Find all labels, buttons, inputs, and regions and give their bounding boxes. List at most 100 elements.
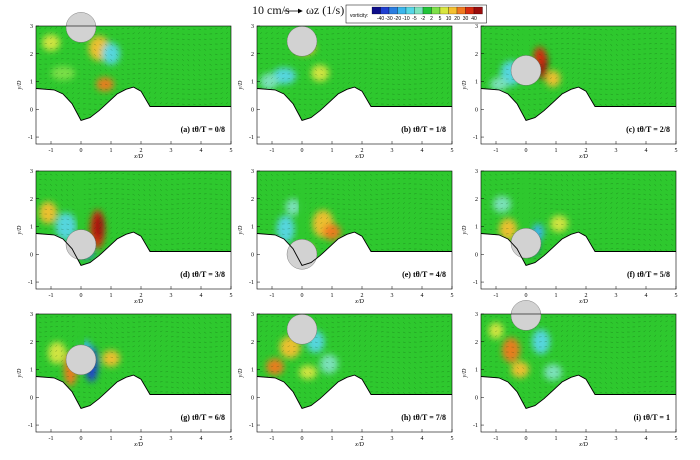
legend-level-label: 40	[471, 16, 477, 22]
legend-frame	[345, 4, 487, 24]
y-tick-label: 0	[475, 107, 478, 113]
x-tick-label: 4	[200, 148, 203, 154]
y-axis-label: y/D	[238, 368, 244, 378]
vortex-patch	[260, 73, 278, 90]
bed-profile	[256, 86, 452, 121]
x-axis-label: x/D	[133, 442, 143, 448]
y-axis-label: y/D	[238, 225, 244, 235]
cylinder-rod	[522, 26, 530, 71]
vortex-patch	[323, 223, 341, 241]
axes-frame	[35, 170, 232, 290]
y-tick-label: 2	[251, 197, 254, 203]
velocity-vectors	[259, 316, 450, 408]
legend-level-label: -10	[402, 16, 409, 22]
x-tick-label: 3	[391, 436, 394, 442]
x-tick-label: 3	[170, 293, 173, 299]
x-tick-label: 5	[675, 436, 678, 442]
y-axis-label: y/D	[17, 225, 23, 235]
x-tick-label: 2	[140, 436, 143, 442]
y-axis-label: y/D	[238, 80, 244, 90]
axes-frame	[35, 25, 232, 145]
legend-swatch	[465, 6, 475, 15]
y-tick-label: 1	[30, 80, 33, 86]
y-tick-label: 0	[251, 252, 254, 258]
x-tick-label: 4	[200, 436, 203, 442]
panel-d: -1 0 1 2 3 4 5 -1 0 1 2 3 x/D y/D (d) tθ/T = 3/8	[17, 169, 233, 305]
y-axis-label: y/D	[462, 368, 468, 378]
vortex-patch	[96, 77, 114, 92]
x-tick-label: 0	[301, 293, 304, 299]
x-tick-label: 0	[525, 148, 528, 154]
y-axis-label: y/D	[462, 80, 468, 90]
panel-caption: (b) tθ/T = 1/8	[401, 125, 446, 134]
panel-h: -1 0 1 2 3 4 5 -1 0 1 2 3 x/D y/D (h) tθ/T = 7/8	[238, 312, 454, 448]
cylinder-rod	[77, 171, 85, 245]
x-tick-label: 1	[555, 293, 558, 299]
legend-title: vorticity:	[350, 13, 369, 19]
y-tick-label: 3	[30, 312, 33, 318]
y-tick-label: 2	[30, 197, 33, 203]
bed-profile	[35, 231, 231, 266]
y-tick-label: 1	[475, 225, 478, 231]
x-axis-label: x/D	[354, 442, 364, 448]
y-tick-label: 2	[251, 52, 254, 58]
x-tick-label: 5	[451, 293, 454, 299]
x-tick-label: 0	[525, 436, 528, 442]
x-tick-label: -1	[494, 148, 499, 154]
velocity-vectors	[38, 172, 229, 266]
x-tick-label: 2	[585, 148, 588, 154]
vorticity-patches	[276, 198, 341, 253]
vortex-patch	[276, 215, 295, 244]
vortex-patch	[311, 64, 329, 82]
panel-c: -1 0 1 2 3 4 5 -1 0 1 2 3 x/D y/D (c) tθ/T = 2/8	[462, 24, 678, 160]
cylinder	[286, 239, 318, 270]
flow-region	[481, 314, 676, 409]
panel-a: -1 0 1 2 3 4 5 -1 0 1 2 3 x/D y/D (a) tθ/T = 0/8	[17, 12, 233, 160]
x-tick-label: 5	[675, 148, 678, 154]
x-tick-label: 3	[615, 436, 618, 442]
axes-frame	[256, 313, 453, 433]
x-tick-label: 4	[421, 436, 424, 442]
x-tick-label: -1	[49, 293, 54, 299]
x-tick-label: 3	[391, 293, 394, 299]
x-tick-label: 0	[80, 436, 83, 442]
bed-profile	[480, 86, 676, 121]
y-tick-label: -1	[28, 423, 33, 429]
x-tick-label: 5	[451, 436, 454, 442]
cylinder	[286, 314, 318, 345]
x-tick-label: 3	[391, 148, 394, 154]
x-tick-label: 1	[331, 293, 334, 299]
vortex-patch	[493, 195, 511, 213]
x-axis-label: x/D	[354, 299, 364, 305]
panel-caption: (a) tθ/T = 0/8	[181, 125, 225, 134]
y-axis-label: y/D	[17, 368, 23, 378]
y-tick-label: 2	[475, 197, 478, 203]
vortex-patch	[511, 361, 529, 378]
y-tick-label: -1	[473, 135, 478, 141]
legend-level-label: 20	[454, 16, 460, 22]
y-tick-label: -1	[473, 423, 478, 429]
x-tick-label: -1	[270, 293, 275, 299]
legend-swatch	[397, 6, 407, 15]
vortex-patch	[502, 337, 520, 363]
y-tick-label: 2	[475, 52, 478, 58]
axes-frame	[35, 313, 232, 433]
x-tick-label: -1	[494, 436, 499, 442]
panel-i: -1 0 1 2 3 4 5 -1 0 1 2 3 x/D y/D (i) tθ/T = 1	[462, 300, 678, 448]
legend-level-label: 30	[463, 16, 469, 22]
panel-caption: (f) tθ/T = 5/8	[627, 270, 670, 279]
x-tick-label: -1	[270, 148, 275, 154]
x-axis-label: x/D	[578, 299, 588, 305]
y-tick-label: 2	[30, 340, 33, 346]
x-tick-label: 3	[615, 148, 618, 154]
panel-b: -1 0 1 2 3 4 5 -1 0 1 2 3 x/D y/D (b) tθ/T = 1/8	[238, 24, 454, 160]
cylinder-rod	[522, 171, 530, 244]
x-tick-label: -1	[49, 148, 54, 154]
legend-swatch	[473, 6, 483, 15]
x-tick-label: 5	[675, 293, 678, 299]
x-tick-label: -1	[494, 293, 499, 299]
legend-level-label: -5	[412, 16, 417, 22]
legend-level-label: 2	[430, 16, 433, 22]
x-tick-label: 0	[301, 436, 304, 442]
vortex-patch	[320, 354, 338, 374]
